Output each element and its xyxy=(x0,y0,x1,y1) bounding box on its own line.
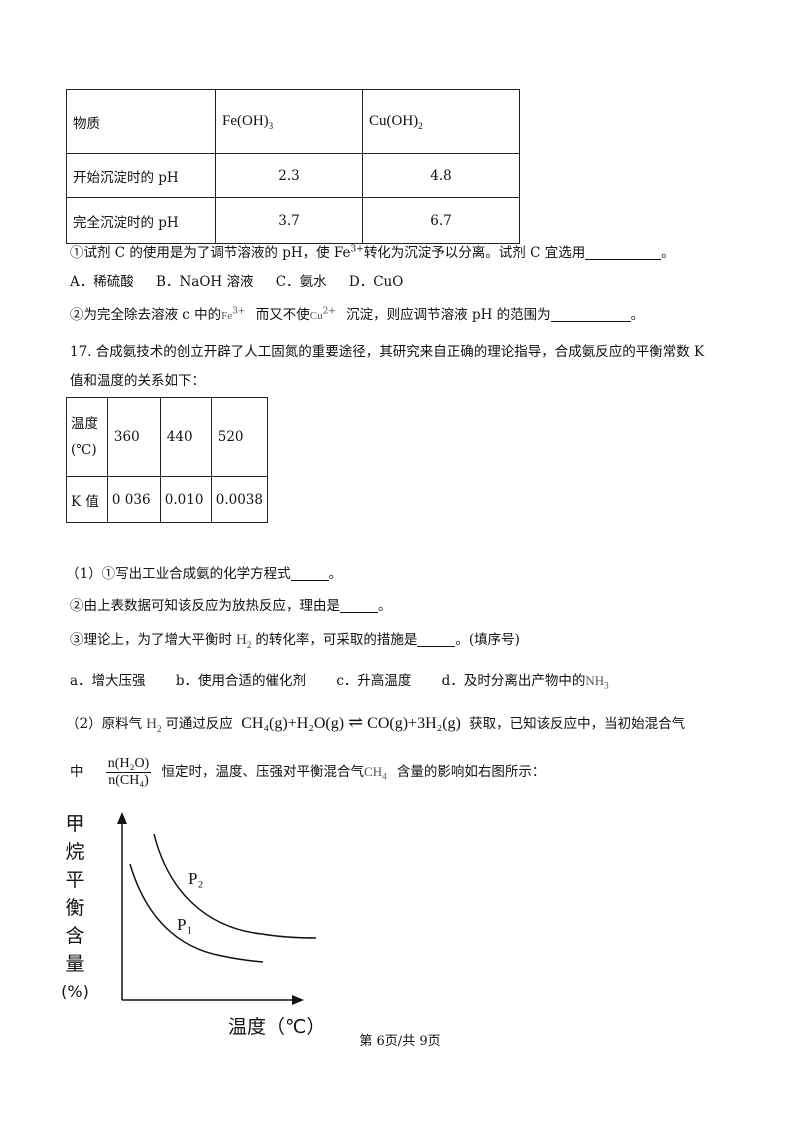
answer-blank[interactable] xyxy=(340,598,378,613)
q17-p2: ②由上表数据可知该反应为放热反应，理由是。 xyxy=(70,598,392,614)
table1-cell: 4.8 xyxy=(362,153,520,198)
x-axis-arrow xyxy=(292,995,304,1005)
option-d: d．及时分离出产物中的 xyxy=(441,673,586,689)
table1-row-label: 开始沉淀时的 pH xyxy=(66,153,216,198)
option-c: c．升高温度 xyxy=(336,673,412,689)
k-cell: 0 036 xyxy=(106,476,161,523)
curve-label-p1: P₁ xyxy=(177,915,193,934)
option-a: A．稀硫酸 xyxy=(70,274,134,290)
option-d: D．CuO xyxy=(348,274,404,290)
table1-cell: 3.7 xyxy=(215,197,363,244)
table1-cell: 2.3 xyxy=(215,153,363,198)
q16-line1: ①试剂 C 的使用是为了调节溶液的 pH，使 Fe3+转化为沉淀予以分离。试剂 … xyxy=(70,244,675,262)
q17-p3: ③理论上，为了增大平衡时 H2 的转化率，可采取的措施是 。(填序号) xyxy=(70,632,520,650)
answer-blank[interactable] xyxy=(290,566,329,581)
option-a: a．增大压强 xyxy=(70,673,146,689)
answer-blank[interactable] xyxy=(417,632,456,647)
table1-cell: 6.7 xyxy=(362,197,520,244)
temp-cell: 440 xyxy=(159,397,212,477)
curve-p2 xyxy=(153,833,317,939)
table1-header-cuoh2: Cu(OH)2 xyxy=(362,89,520,154)
curve-p1 xyxy=(129,863,264,963)
temp-cell: 360 xyxy=(106,397,161,477)
q16-options: A．稀硫酸 B．NaOH 溶液 C．氨水 D．CuO xyxy=(70,270,403,290)
hydroxide-ph-table: 物质 Fe(OH)3 Cu(OH)2 开始沉淀时的 pH 2.3 4.8 完全沉… xyxy=(66,89,520,244)
answer-blank[interactable] xyxy=(550,307,631,322)
methane-content-figure: 甲 烷 平 衡 含 量 (%) P₂ P₁ 温度（℃） xyxy=(60,810,360,1040)
temp-cell: 520 xyxy=(210,397,269,477)
table1-header-feoh3: Fe(OH)3 xyxy=(215,89,363,154)
reaction-equation: CH₄(g)+H₂O(g) ⇌ CO(g)+3H₂(g) xyxy=(241,712,461,732)
y-axis-label: 甲 烷 平 衡 含 量 (%) xyxy=(61,813,89,1001)
x-axis-label: 温度（℃） xyxy=(228,1016,326,1038)
figure-plot xyxy=(117,812,317,1005)
k-cell: 0.0038 xyxy=(210,476,269,523)
q17-p4: （2）原料气 H2 可通过反应 CH₄(g)+H₂O(g) ⇌ CO(g)+3H₂(… xyxy=(66,712,686,734)
k-label-cell: K 值 xyxy=(66,476,108,523)
answer-blank[interactable] xyxy=(585,245,662,260)
table1-row-label: 完全沉淀时的 pH xyxy=(66,197,216,244)
k-cell: 0.010 xyxy=(159,476,212,523)
q17-options: a．增大压强 b．使用合适的催化剂 c．升高温度 d．及时分离出产物中的NH3 xyxy=(70,673,609,691)
y-axis-arrow xyxy=(117,812,127,824)
curve-label-p2: P₂ xyxy=(188,869,204,888)
q17-intro-line2: 值和温度的关系如下： xyxy=(70,373,205,389)
mole-ratio-fraction: n(H₂O) n(CH₄) xyxy=(105,756,152,788)
q17-p1: （1）①写出工业合成氨的化学方程式。 xyxy=(66,566,343,582)
option-c: C．氨水 xyxy=(275,274,327,290)
q17-intro-line1: 17. 合成氨技术的创立开辟了人工固氮的重要途径，其研究来自正确的理论指导，合成… xyxy=(70,344,705,360)
q17-p5: 中 n(H₂O) n(CH₄) 恒定时，温度、压强对平衡混合气CH4 含量的影响… xyxy=(70,756,546,788)
page-footer: 第 6页/共 9页 xyxy=(359,1034,441,1049)
q16-line2: ②为完全除去溶液 c 中的Fe3+ 而又不使Cu2+ 沉淀，则应调节溶液 pH … xyxy=(70,306,645,324)
table1-header-substance: 物质 xyxy=(66,89,216,154)
option-b: b．使用合适的催化剂 xyxy=(175,673,307,689)
option-b: B．NaOH 溶液 xyxy=(156,274,254,290)
temp-label-cell: 温度 (℃) xyxy=(66,397,108,477)
k-value-table: 温度 (℃) 360 440 520 K 值 0 036 0.010 0.003… xyxy=(66,397,269,523)
